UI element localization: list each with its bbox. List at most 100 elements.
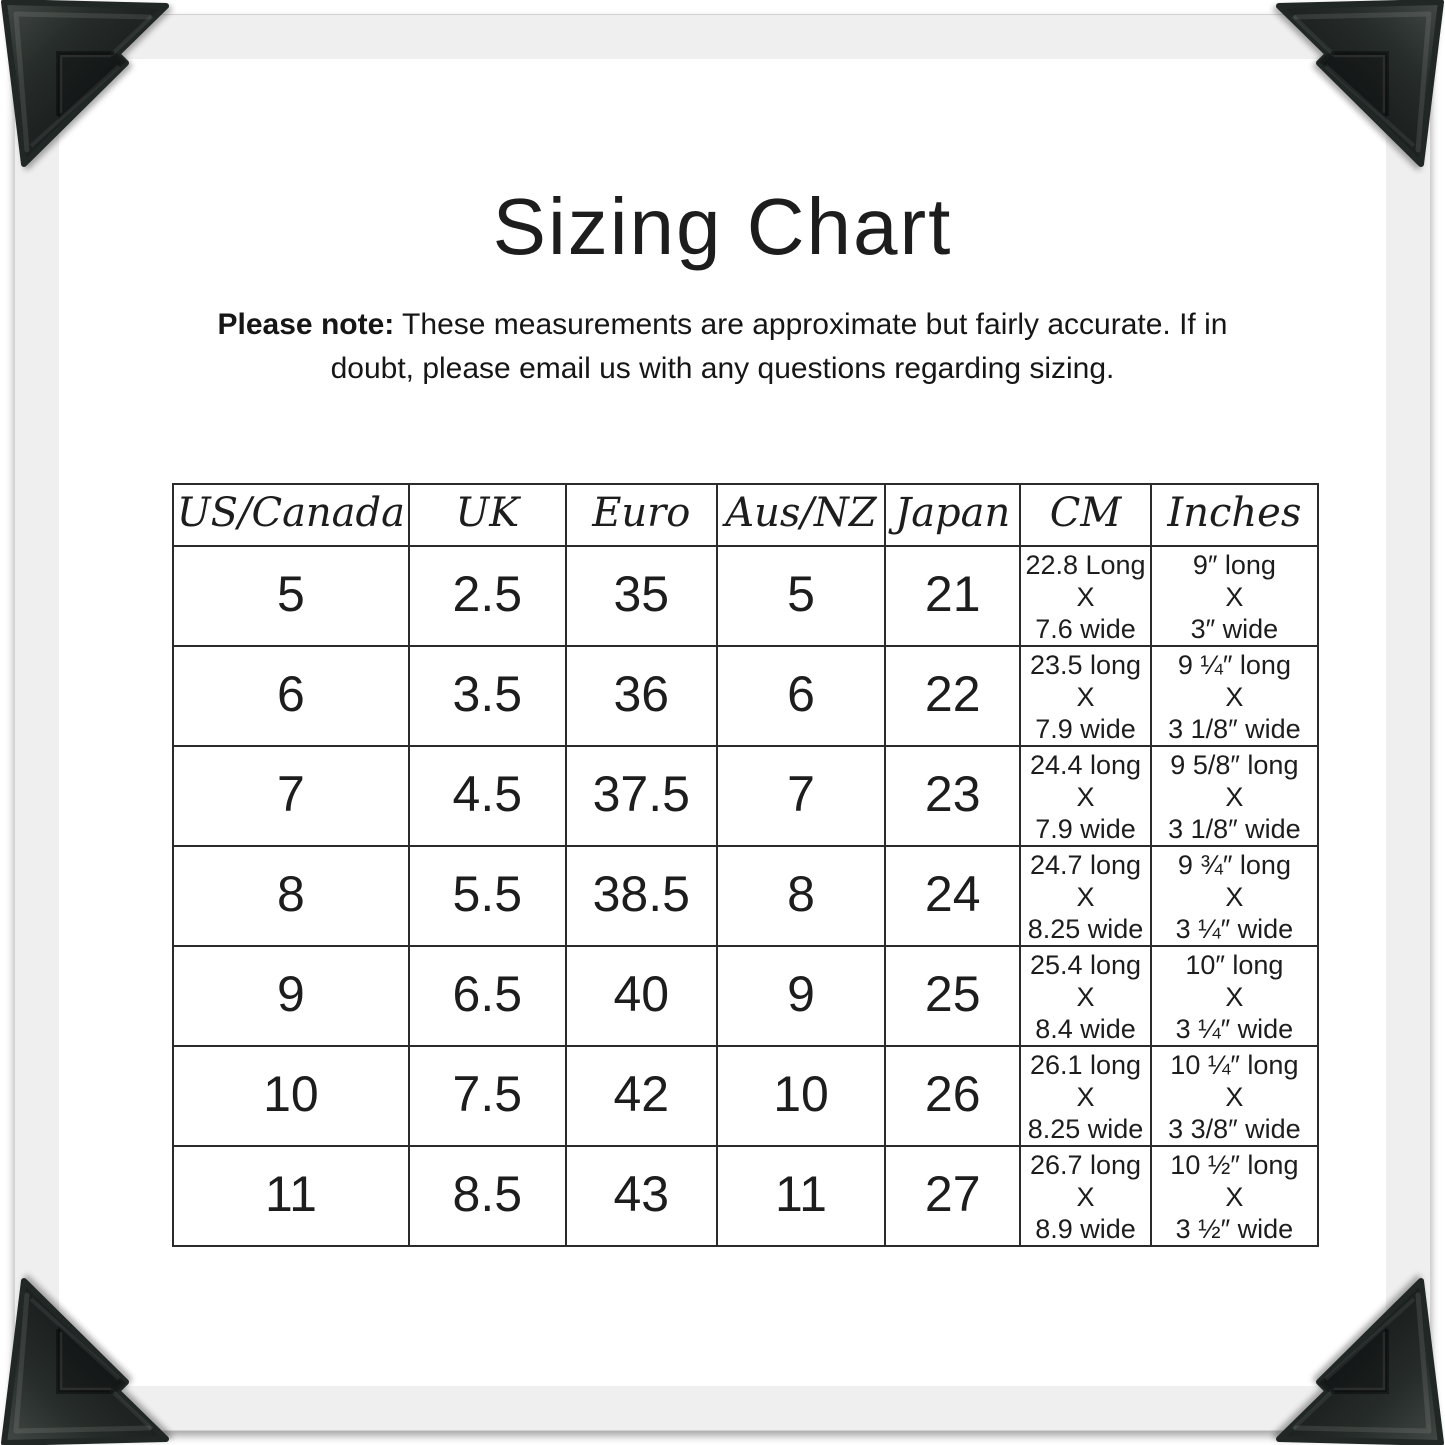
cell-aus-nz: 11 <box>715 1145 887 1247</box>
cell-aus-nz: 7 <box>715 745 887 847</box>
cell-cm-line: 24.4 long <box>1029 750 1142 780</box>
cell-inches-line: 10 ¼″ long <box>1170 1050 1299 1080</box>
table-row: 6 3.5 36 6 22 23.5 long X 7.9 wide 9 ¼″ long X 3 1… <box>172 645 1320 747</box>
cell-cm-line: 25.4 long <box>1029 950 1142 980</box>
note-line-1: Please note: These measurements are appr… <box>59 303 1386 347</box>
photo-mat: Sizing Chart Please note: These measurem… <box>14 14 1431 1431</box>
table-row: 8 5.5 38.5 8 24 24.7 long X 8.25 wide 9 ¾″ long X… <box>172 845 1320 947</box>
cell-us-canada: 5 <box>172 545 410 647</box>
cell-inches-line: 3 3/8″ wide <box>1168 1114 1301 1144</box>
cell-euro: 42 <box>564 1045 718 1147</box>
cell-uk: 8.5 <box>407 1145 567 1247</box>
cell-inches-line: X <box>1225 782 1244 812</box>
table-row: 7 4.5 37.5 7 23 24.4 long X 7.9 wide 9 5/8″ long… <box>172 745 1320 847</box>
sizing-table-body: 5 2.5 35 5 21 22.8 Long X 7.6 wide 9″ long X 3″ wi… <box>172 545 1320 1247</box>
note-line-2: doubt, please email us with any question… <box>330 352 1115 385</box>
cell-cm: 22.8 Long X 7.6 wide <box>1019 545 1152 647</box>
cell-cm-line: 8.4 wide <box>1035 1014 1136 1044</box>
cell-inches-line: 3 1/8″ wide <box>1168 814 1301 844</box>
cell-us-canada: 10 <box>172 1045 410 1147</box>
cell-us-canada: 11 <box>172 1145 410 1247</box>
cell-japan: 23 <box>884 745 1022 847</box>
cell-cm-line: X <box>1076 882 1095 912</box>
cell-us-canada: 6 <box>172 645 410 747</box>
cell-cm: 26.7 long X 8.9 wide <box>1019 1145 1152 1247</box>
cell-cm-line: 26.7 long <box>1029 1150 1142 1180</box>
cell-us-canada: 8 <box>172 845 410 947</box>
note-label: Please note: <box>217 308 395 341</box>
photo-corner-top-right <box>1275 0 1445 170</box>
cell-uk: 5.5 <box>407 845 567 947</box>
cell-inches: 10″ long X 3 ¼″ wide <box>1149 945 1320 1047</box>
cell-japan: 24 <box>884 845 1022 947</box>
cell-uk: 4.5 <box>407 745 567 847</box>
cell-uk: 2.5 <box>407 545 567 647</box>
cell-inches: 9″ long X 3″ wide <box>1149 545 1320 647</box>
cell-cm-line: 8.25 wide <box>1027 1114 1144 1144</box>
table-row: 9 6.5 40 9 25 25.4 long X 8.4 wide 10″ long X 3 ¼″… <box>172 945 1320 1047</box>
col-header-euro: Euro <box>564 483 718 547</box>
cell-aus-nz: 5 <box>715 545 887 647</box>
cell-cm: 23.5 long X 7.9 wide <box>1019 645 1152 747</box>
cell-cm-line: 7.9 wide <box>1035 714 1136 744</box>
cell-inches: 10 ½″ long X 3 ½″ wide <box>1149 1145 1320 1247</box>
table-row: 5 2.5 35 5 21 22.8 Long X 7.6 wide 9″ long X 3″ wi… <box>172 545 1320 647</box>
photo-corner-bottom-left <box>0 1275 170 1445</box>
cell-cm-line: 8.9 wide <box>1035 1214 1136 1244</box>
cell-inches-line: 9 ¼″ long <box>1177 650 1291 680</box>
cell-inches-line: X <box>1225 682 1244 712</box>
cell-japan: 21 <box>884 545 1022 647</box>
cell-inches-line: X <box>1225 982 1244 1012</box>
cell-inches-line: 9″ long <box>1192 550 1276 580</box>
page-title: Sizing Chart <box>492 182 953 271</box>
cell-inches: 10 ¼″ long X 3 3/8″ wide <box>1149 1045 1320 1147</box>
note-line-1-text: These measurements are approximate but f… <box>394 308 1228 341</box>
cell-cm: 24.7 long X 8.25 wide <box>1019 845 1152 947</box>
cell-cm-line: 7.6 wide <box>1035 614 1136 644</box>
col-header-inches: Inches <box>1149 483 1320 547</box>
cell-inches-line: 9 ¾″ long <box>1177 850 1291 880</box>
col-header-uk: UK <box>407 483 567 547</box>
cell-cm-line: 8.25 wide <box>1027 914 1144 944</box>
cell-inches-line: 3 ¼″ wide <box>1175 914 1294 944</box>
cell-cm-line: X <box>1076 982 1095 1012</box>
cell-cm: 26.1 long X 8.25 wide <box>1019 1045 1152 1147</box>
cell-cm-line: X <box>1076 682 1095 712</box>
cell-cm-line: 22.8 Long <box>1025 550 1146 580</box>
cell-uk: 7.5 <box>407 1045 567 1147</box>
cell-inches: 9 5/8″ long X 3 1/8″ wide <box>1149 745 1320 847</box>
col-header-aus-nz: Aus/NZ <box>715 483 887 547</box>
cell-inches: 9 ¼″ long X 3 1/8″ wide <box>1149 645 1320 747</box>
col-header-us-canada: US/Canada <box>172 483 410 547</box>
cell-inches-line: X <box>1225 582 1244 612</box>
cell-cm-line: 23.5 long <box>1029 650 1142 680</box>
cell-inches-line: 3 ¼″ wide <box>1175 1014 1294 1044</box>
cell-uk: 6.5 <box>407 945 567 1047</box>
cell-us-canada: 7 <box>172 745 410 847</box>
cell-cm-line: X <box>1076 582 1095 612</box>
cell-cm: 24.4 long X 7.9 wide <box>1019 745 1152 847</box>
cell-euro: 43 <box>564 1145 718 1247</box>
header-row: US/Canada UK Euro Aus/NZ Japan CM Inches <box>172 483 1320 547</box>
cell-inches-line: 3 ½″ wide <box>1175 1214 1294 1244</box>
cell-uk: 3.5 <box>407 645 567 747</box>
photo-corner-bottom-right <box>1275 1275 1445 1445</box>
col-header-japan: Japan <box>884 483 1022 547</box>
cell-japan: 27 <box>884 1145 1022 1247</box>
cell-aus-nz: 9 <box>715 945 887 1047</box>
cell-inches-line: X <box>1225 882 1244 912</box>
cell-euro: 40 <box>564 945 718 1047</box>
table-row: 11 8.5 43 11 27 26.7 long X 8.9 wide 10 ½″ long X… <box>172 1145 1320 1247</box>
sizing-table: US/Canada UK Euro Aus/NZ Japan CM Inches 5 2.5 3… <box>172 483 1320 1247</box>
cell-us-canada: 9 <box>172 945 410 1047</box>
cell-cm-line: X <box>1076 1082 1095 1112</box>
cell-cm: 25.4 long X 8.4 wide <box>1019 945 1152 1047</box>
cell-aus-nz: 8 <box>715 845 887 947</box>
cell-cm-line: 24.7 long <box>1029 850 1142 880</box>
cell-cm-line: X <box>1076 1182 1095 1212</box>
cell-aus-nz: 6 <box>715 645 887 747</box>
table-row: 10 7.5 42 10 26 26.1 long X 8.25 wide 10 ¼″ long… <box>172 1045 1320 1147</box>
cell-euro: 37.5 <box>564 745 718 847</box>
col-header-cm: CM <box>1019 483 1152 547</box>
